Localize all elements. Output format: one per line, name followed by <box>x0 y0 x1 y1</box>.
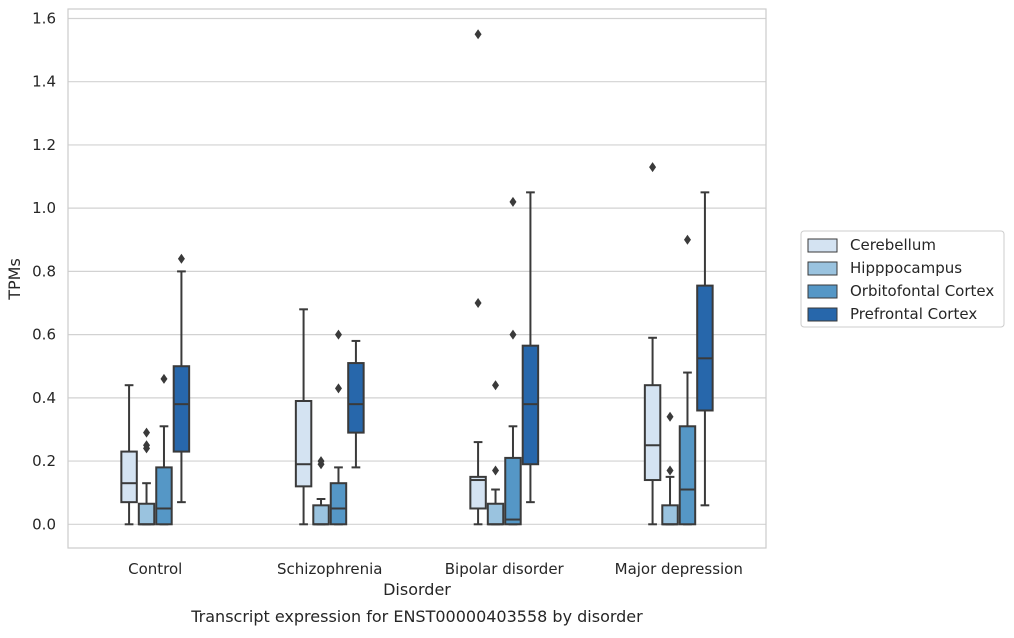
legend-swatch <box>807 261 838 276</box>
y-tick-label: 0.0 <box>32 515 56 533</box>
box-group <box>696 191 714 507</box>
y-tick-labels: 0.0 0.2 0.4 0.6 0.8 1.0 1.2 1.4 1.6 <box>32 9 56 533</box>
box-outlier <box>474 298 482 308</box>
legend-label: Prefrontal Cortex <box>850 305 977 323</box>
box-body <box>696 284 714 412</box>
box-outlier <box>509 329 517 340</box>
box-outlier <box>492 465 500 476</box>
legend: Cerebellum Hipppocampus Orbitofontal Corte… <box>800 230 1005 328</box>
legend-swatch <box>807 238 838 253</box>
box-outlier <box>143 440 151 451</box>
box-group <box>155 373 173 526</box>
box-group <box>294 308 313 526</box>
box-body <box>504 456 522 526</box>
x-tick-label: Major depression <box>615 560 743 578</box>
box-outlier <box>683 234 691 245</box>
y-tick-label: 1.0 <box>32 199 56 217</box>
y-tick-label: 1.6 <box>32 9 56 27</box>
box-outlier <box>666 465 674 476</box>
box-group <box>521 191 540 504</box>
box-outlier <box>317 456 325 467</box>
box-group <box>172 253 191 504</box>
x-tick-label: Schizophrenia <box>277 560 382 578</box>
box-outlier <box>666 411 674 422</box>
box-group <box>312 456 330 526</box>
box-group <box>120 384 138 526</box>
box-body <box>678 425 697 526</box>
plot-frame <box>67 8 767 549</box>
y-axis-label: TPMs <box>5 258 24 301</box>
legend-label: Cerebellum <box>850 236 936 254</box>
box-group <box>347 339 365 469</box>
box-outlier <box>143 427 151 438</box>
box-body <box>172 365 191 453</box>
box-outlier <box>649 162 657 173</box>
box-outlier <box>160 373 168 384</box>
box-body <box>469 475 487 510</box>
box-outlier <box>334 329 342 340</box>
legend-label: Orbitofontal Cortex <box>850 282 994 300</box>
box-group <box>504 196 522 526</box>
box-group <box>469 29 487 526</box>
legend-label: Hipppocampus <box>850 259 962 277</box>
legend-swatch <box>807 307 838 322</box>
box-layer <box>120 29 714 526</box>
y-tick-label: 1.2 <box>32 136 56 154</box>
box-group <box>661 411 679 526</box>
box-body <box>486 502 505 526</box>
legend-items: Cerebellum Hipppocampus Orbitofontal Corte… <box>807 236 994 323</box>
box-group <box>678 234 697 526</box>
x-tick-label: Bipolar disorder <box>445 560 565 578</box>
x-axis-label: Disorder <box>383 580 451 599</box>
box-body <box>120 450 138 504</box>
box-body <box>643 384 662 482</box>
y-tick-label: 0.8 <box>32 262 56 280</box>
y-tick-label: 0.2 <box>32 452 56 470</box>
grid-layer <box>68 17 766 525</box>
box-body <box>661 504 679 526</box>
legend-frame <box>800 230 1005 328</box>
box-body <box>329 482 348 526</box>
x-tick-labels: Control Schizophrenia Bipolar disorder Majo… <box>128 560 743 578</box>
box-outlier <box>492 380 500 391</box>
box-group <box>486 380 505 526</box>
box-outlier <box>474 29 482 40</box>
legend-swatch <box>807 284 838 299</box>
y-tick-label: 0.4 <box>32 389 56 407</box>
box-body <box>347 362 365 434</box>
box-group <box>137 427 156 526</box>
y-tick-label: 0.6 <box>32 326 56 344</box>
y-tick-label: 1.4 <box>32 73 56 91</box>
box-outlier <box>177 253 185 264</box>
x-tick-label: Control <box>128 560 182 578</box>
box-body <box>312 504 330 526</box>
box-body <box>137 502 156 526</box>
box-body <box>155 466 173 526</box>
box-group <box>643 162 662 526</box>
chart-caption: Transcript expression for ENST0000040355… <box>190 607 643 626</box>
box-body <box>294 400 313 488</box>
box-group <box>329 329 348 526</box>
box-outlier <box>509 196 517 207</box>
box-outlier <box>334 383 342 394</box>
